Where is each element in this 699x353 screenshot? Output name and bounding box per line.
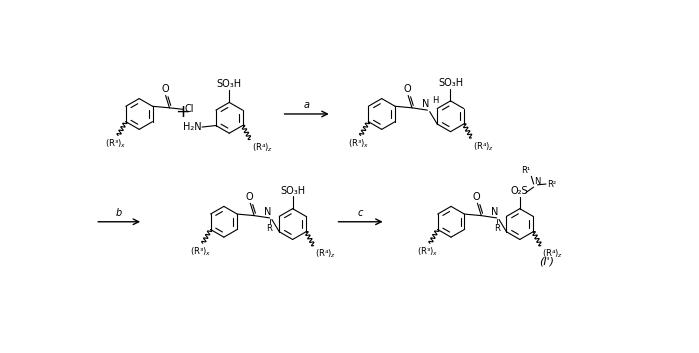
- Text: H₂N: H₂N: [182, 122, 201, 132]
- Text: R¹: R¹: [521, 166, 531, 175]
- Text: (R³)$_x$: (R³)$_x$: [417, 246, 438, 258]
- Text: (I'): (I'): [539, 256, 554, 267]
- Text: R²: R²: [547, 180, 556, 189]
- Text: SO₃H: SO₃H: [217, 79, 242, 89]
- Text: (R⁴)$_z$: (R⁴)$_z$: [315, 248, 336, 261]
- Text: R: R: [493, 224, 500, 233]
- Text: (R⁴)$_z$: (R⁴)$_z$: [252, 142, 273, 154]
- Text: (R³)$_x$: (R³)$_x$: [347, 138, 369, 150]
- Text: c: c: [358, 208, 363, 218]
- Text: O: O: [473, 192, 480, 202]
- Text: N: N: [491, 207, 499, 217]
- Text: N: N: [535, 177, 541, 186]
- Text: a: a: [303, 100, 310, 110]
- Text: O₂S: O₂S: [511, 186, 528, 196]
- Text: (R³)$_x$: (R³)$_x$: [105, 138, 127, 150]
- Text: (R⁴)$_z$: (R⁴)$_z$: [473, 140, 494, 152]
- Text: b: b: [116, 208, 122, 218]
- Text: O: O: [403, 84, 411, 94]
- Text: H: H: [432, 96, 438, 105]
- Text: N: N: [264, 207, 272, 217]
- Text: SO₃H: SO₃H: [280, 186, 305, 196]
- Text: +: +: [175, 103, 191, 121]
- Text: (R⁴)$_z$: (R⁴)$_z$: [542, 248, 563, 261]
- Text: O: O: [246, 192, 253, 202]
- Text: Cl: Cl: [184, 104, 194, 114]
- Text: (R³)$_x$: (R³)$_x$: [190, 246, 211, 258]
- Text: N: N: [422, 98, 430, 109]
- Text: O: O: [161, 84, 168, 94]
- Text: R: R: [266, 224, 273, 233]
- Text: SO₃H: SO₃H: [438, 78, 463, 88]
